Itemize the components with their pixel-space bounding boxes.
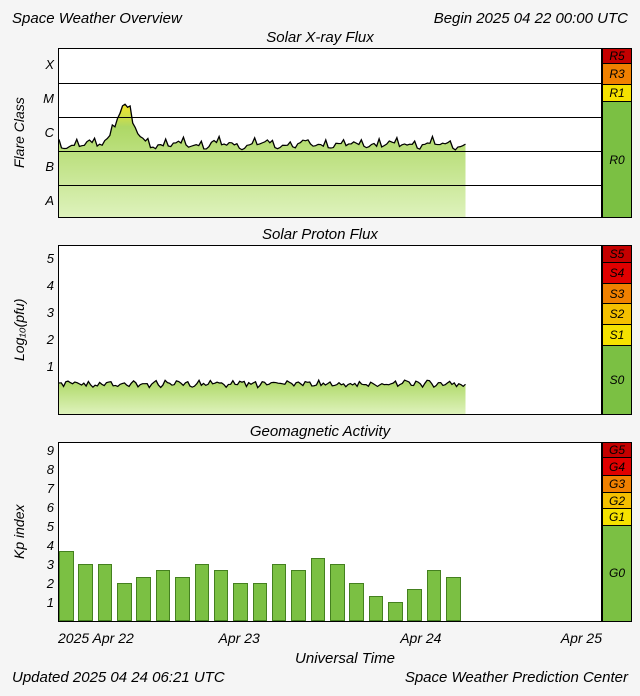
kp-bar [156, 570, 171, 621]
proton-title: Solar Proton Flux [8, 226, 632, 243]
scale-band-s1: S1 [603, 325, 631, 346]
kp-bar [446, 577, 461, 621]
kp-bar [175, 577, 190, 621]
kp-title: Geomagnetic Activity [8, 423, 632, 440]
kp-bar [330, 564, 345, 621]
scale-band-g0: G0 [603, 526, 631, 621]
ytick: C [45, 126, 58, 139]
kp-bar [369, 596, 384, 621]
ytick: 9 [47, 444, 58, 457]
ytick: 1 [47, 596, 58, 609]
scale-band-r1: R1 [603, 85, 631, 102]
ytick: M [43, 92, 58, 105]
header: Space Weather Overview Begin 2025 04 22 … [8, 8, 632, 29]
proton-ylabel: Log₁₀(pfu) [8, 245, 30, 415]
ytick: 6 [47, 501, 58, 514]
ytick: 5 [47, 252, 58, 265]
kp-bar [427, 570, 442, 621]
proton-plot [58, 245, 602, 415]
kp-bar [117, 583, 132, 621]
xtick: 2025 Apr 22 [58, 630, 134, 646]
begin-time: Begin 2025 04 22 00:00 UTC [434, 10, 628, 27]
ytick: 2 [47, 333, 58, 346]
xray-plot [58, 48, 602, 218]
ytick: 8 [47, 463, 58, 476]
scale-band-r3: R3 [603, 64, 631, 85]
scale-band-s0: S0 [603, 346, 631, 414]
scale-band-s3: S3 [603, 284, 631, 305]
kp-bar [98, 564, 113, 621]
xray-ylabel: Flare Class [8, 48, 30, 218]
ytick: X [45, 58, 58, 71]
kp-bar [78, 564, 93, 621]
proton-scale: S5S4S3S2S1S0 [602, 245, 632, 415]
overview-title: Space Weather Overview [12, 10, 182, 27]
footer: Updated 2025 04 24 06:21 UTC Space Weath… [8, 667, 632, 688]
ytick: B [45, 160, 58, 173]
kp-bar [407, 589, 422, 621]
xray-chart: Solar X-ray Flux Flare Class XMCBA R5R3R… [8, 29, 632, 218]
scale-band-g5: G5 [603, 443, 631, 458]
xaxis-label: Universal Time [58, 650, 632, 667]
ytick: 5 [47, 520, 58, 533]
kp-bar [311, 558, 326, 621]
scale-band-r0: R0 [603, 102, 631, 217]
kp-bar [59, 551, 74, 621]
ytick: 1 [47, 360, 58, 373]
xtick: Apr 24 [400, 630, 441, 646]
ytick: 4 [47, 279, 58, 292]
xaxis-ticks: 2025 Apr 22 Apr 23 Apr 24 Apr 25 [58, 630, 632, 648]
kp-bar [349, 583, 364, 621]
ytick: 3 [47, 558, 58, 571]
xtick: Apr 23 [219, 630, 260, 646]
ytick: 7 [47, 482, 58, 495]
kp-scale: G5G4G3G2G1G0 [602, 442, 632, 622]
xray-title: Solar X-ray Flux [8, 29, 632, 46]
updated-time: Updated 2025 04 24 06:21 UTC [12, 669, 225, 686]
kp-ylabel: Kp index [8, 442, 30, 622]
kp-bar [136, 577, 151, 621]
source-label: Space Weather Prediction Center [405, 669, 628, 686]
xtick: Apr 25 [561, 630, 602, 646]
kp-chart: Geomagnetic Activity Kp index 987654321 … [8, 423, 632, 622]
kp-bar [253, 583, 268, 621]
kp-bar [195, 564, 210, 621]
scale-band-s2: S2 [603, 304, 631, 325]
kp-bar [388, 602, 403, 621]
kp-bar [291, 570, 306, 621]
scale-band-g2: G2 [603, 493, 631, 510]
scale-band-g4: G4 [603, 458, 631, 476]
kp-yticks: 9 8 7 6 5 4 3 2 1 [30, 442, 58, 622]
kp-bar [272, 564, 287, 621]
scale-band-r5: R5 [603, 49, 631, 64]
xray-scale: R5R3R1R0 [602, 48, 632, 218]
kp-bar [214, 570, 229, 621]
ytick: 4 [47, 539, 58, 552]
xray-yticks: X M C B A [30, 48, 58, 218]
proton-chart: Solar Proton Flux Log₁₀(pfu) 54321 S5S4S… [8, 226, 632, 415]
ytick: 3 [47, 306, 58, 319]
scale-band-s4: S4 [603, 263, 631, 284]
scale-band-g3: G3 [603, 476, 631, 493]
proton-yticks: 5 4 3 2 1 [30, 245, 58, 415]
kp-bar [233, 583, 248, 621]
scale-band-g1: G1 [603, 509, 631, 526]
ytick: A [45, 194, 58, 207]
ytick: 2 [47, 577, 58, 590]
kp-plot [58, 442, 602, 622]
scale-band-s5: S5 [603, 246, 631, 263]
